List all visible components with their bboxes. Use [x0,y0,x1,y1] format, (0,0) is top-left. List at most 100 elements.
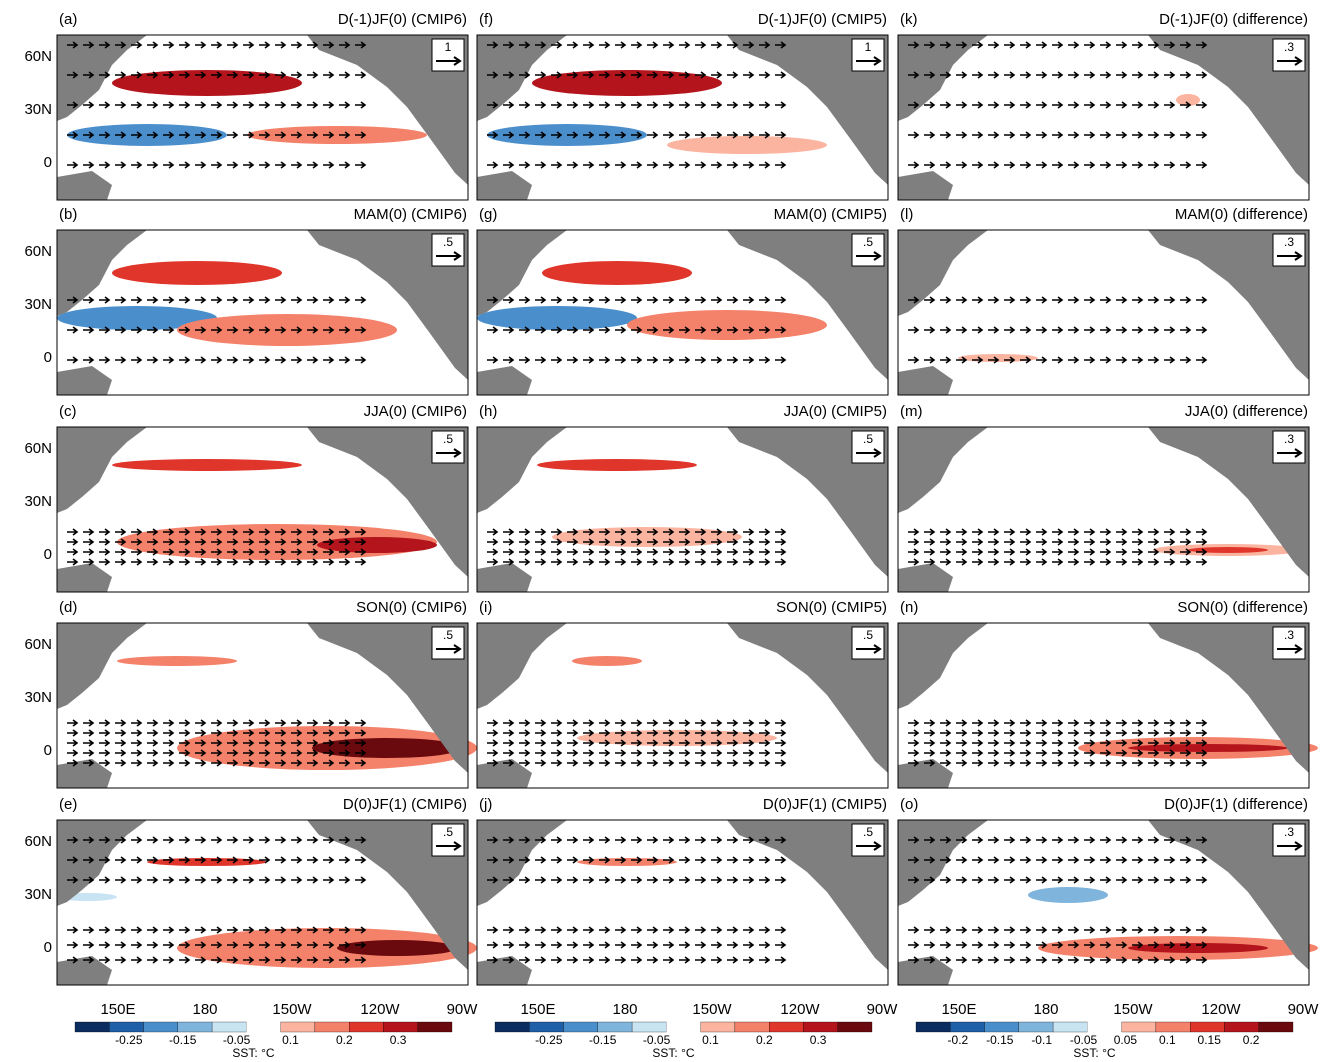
panel-label: (f) [479,11,493,28]
colorbar-segment [418,1022,452,1032]
ref-vector-label: .5 [863,235,873,249]
ref-vector-label: .3 [1284,235,1294,249]
colorbar-segment [1224,1022,1258,1032]
ref-vector-label: .5 [443,628,453,642]
y-tick-label: 30N [24,493,52,510]
panel-label: (j) [479,796,492,813]
colorbar-tick-label: 0.1 [702,1033,719,1047]
colorbar-segment [1156,1022,1190,1032]
panel-title: SON(0) (difference) [1177,599,1308,616]
map-panel: .3 [898,427,1309,592]
y-tick-label: 30N [24,886,52,903]
colorbar-tick-label: 0.3 [390,1033,407,1047]
colorbar-tick-label: -0.05 [1070,1033,1098,1047]
colorbar-segment [1259,1022,1293,1032]
colorbar-tick-label: 0.2 [336,1033,353,1047]
x-tick-label: 90W [447,1001,479,1018]
y-tick-label: 60N [24,48,52,65]
sst-shading [312,738,462,758]
map-panel: 1 [477,35,888,200]
sst-shading [542,261,692,285]
ref-vector-label: 1 [865,40,872,54]
colorbar-segment [315,1022,349,1032]
y-tick-label: 60N [24,636,52,653]
colorbar-segment [632,1022,666,1032]
ref-vector-label: 1 [445,40,452,54]
map-panel: .5 [477,427,888,592]
panel-label: (k) [900,11,918,28]
y-tick-label: 60N [24,833,52,850]
colorbar-segment [349,1022,383,1032]
colorbar-segment [281,1022,315,1032]
x-tick-label: 180 [612,1001,637,1018]
map-panel: .5 [477,623,888,788]
sst-shading [1028,887,1108,903]
colorbar-label: SST: °C [1073,1046,1115,1060]
map-panel: .5 [57,427,468,592]
colorbar-segment [838,1022,872,1032]
map-panel: .5 [57,230,468,395]
panel-title: MAM(0) (CMIP6) [354,206,467,223]
colorbar-tick-label: -0.15 [169,1033,197,1047]
y-tick-label: 0 [44,742,52,759]
x-tick-label: 120W [780,1001,820,1018]
colorbar-tick-label: 0.3 [810,1033,827,1047]
panel-label: (d) [59,599,77,616]
colorbar-segment [735,1022,769,1032]
sst-shading [247,126,427,144]
colorbar-tick-label: -0.25 [535,1033,563,1047]
sst-shading [537,459,697,471]
y-tick-label: 0 [44,546,52,563]
x-tick-label: 150E [941,1001,976,1018]
map-panel: .5 [57,820,477,985]
panel-title: D(-1)JF(0) (CMIP6) [338,11,467,28]
colorbar-tick-label: 0.05 [1114,1033,1138,1047]
colorbar-segment [803,1022,837,1032]
colorbar-tick-label: 0.2 [1243,1033,1260,1047]
map-panel: .5 [477,820,888,985]
colorbar-tick-label: -0.1 [1031,1033,1052,1047]
colorbar-segment [246,1022,280,1032]
x-tick-label: 150W [692,1001,732,1018]
panel-label: (l) [900,206,913,223]
colorbar-segment [701,1022,735,1032]
y-tick-label: 0 [44,154,52,171]
ref-vector-label: .3 [1284,432,1294,446]
colorbar-segment [950,1022,984,1032]
y-tick-label: 0 [44,939,52,956]
panel-label: (m) [900,403,923,420]
panel-title: MAM(0) (CMIP5) [774,206,887,223]
x-tick-label: 150W [272,1001,312,1018]
sst-shading [572,656,642,666]
sst-shading [552,527,742,547]
x-tick-label: 150E [520,1001,555,1018]
colorbar-tick-label: -0.05 [223,1033,251,1047]
ref-vector-label: .5 [443,825,453,839]
colorbar-segment [666,1022,700,1032]
panel-label: (c) [59,403,77,420]
colorbar-segment [1190,1022,1224,1032]
colorbar-segment [529,1022,563,1032]
ref-vector-label: .3 [1284,628,1294,642]
x-tick-label: 90W [1288,1001,1320,1018]
panel-title: JJA(0) (difference) [1185,403,1308,420]
y-tick-label: 60N [24,243,52,260]
figure: 1(a)D(-1)JF(0) (CMIP6)60N30N0.5(b)MAM(0)… [0,0,1326,1062]
panel-label: (o) [900,796,918,813]
map-panel: .3 [898,820,1318,985]
colorbar-segment [769,1022,803,1032]
map-panel: .3 [898,623,1318,788]
colorbar-segment [1053,1022,1087,1032]
ref-vector-label: .3 [1284,825,1294,839]
colorbar-segment [598,1022,632,1032]
panel-title: D(0)JF(1) (CMIP5) [763,796,887,813]
x-tick-label: 90W [867,1001,899,1018]
ref-vector-label: .5 [863,628,873,642]
panel-title: JJA(0) (CMIP6) [364,403,467,420]
colorbar-segment [75,1022,109,1032]
ref-vector-label: .5 [443,235,453,249]
map-panel: 1 [57,35,468,200]
sst-shading [112,459,302,471]
panel-title: SON(0) (CMIP6) [356,599,467,616]
panel-title: JJA(0) (CMIP5) [784,403,887,420]
